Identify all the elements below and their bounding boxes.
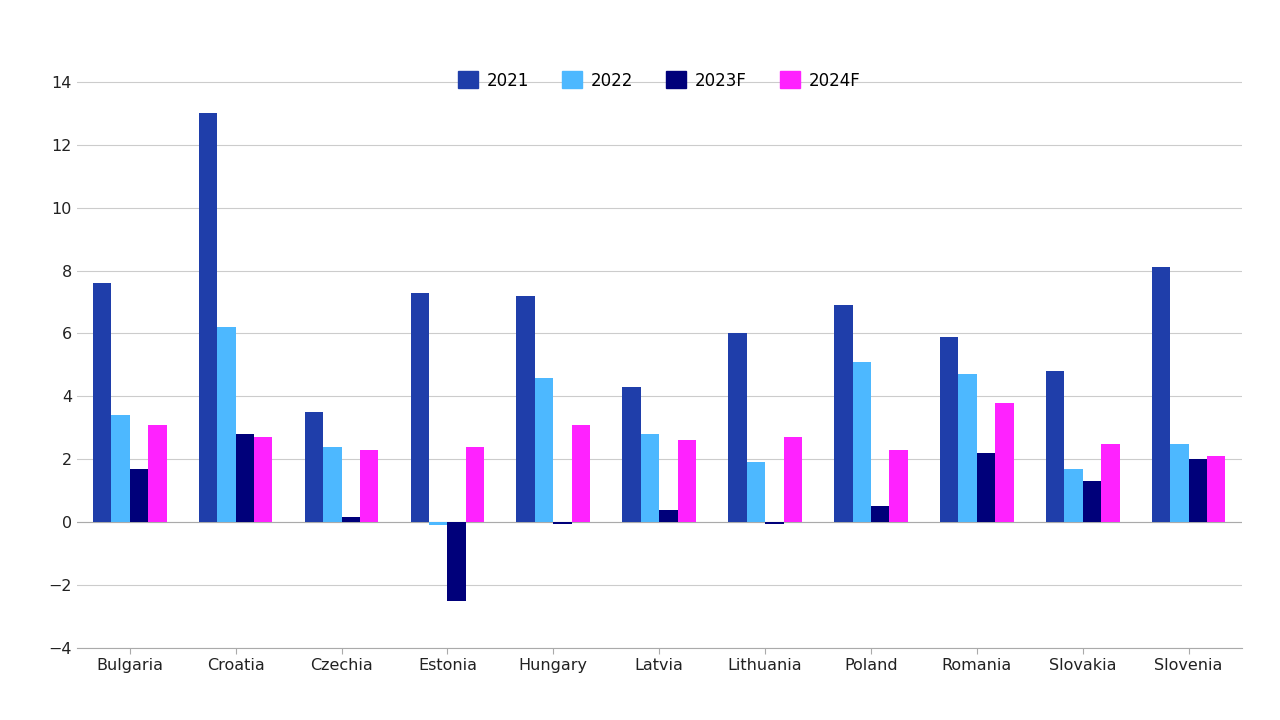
Bar	[1207, 456, 1225, 522]
Bar	[890, 450, 908, 522]
Bar	[218, 327, 236, 522]
Bar	[1065, 469, 1083, 522]
Bar	[535, 377, 553, 522]
Bar	[253, 437, 273, 522]
Bar	[959, 374, 977, 522]
Bar	[852, 361, 870, 522]
Bar	[516, 296, 535, 522]
Bar	[1046, 372, 1065, 522]
Bar	[977, 453, 996, 522]
Bar	[765, 522, 783, 523]
Bar	[783, 437, 803, 522]
Bar	[305, 412, 323, 522]
Bar	[323, 446, 342, 522]
Bar	[111, 415, 129, 522]
Legend: 2021, 2022, 2023F, 2024F: 2021, 2022, 2023F, 2024F	[452, 65, 867, 96]
Bar	[870, 506, 890, 522]
Bar	[1189, 459, 1207, 522]
Bar	[129, 469, 148, 522]
Bar	[641, 434, 659, 522]
Bar	[466, 446, 484, 522]
Bar	[940, 337, 959, 522]
Bar	[996, 402, 1014, 522]
Bar	[659, 510, 677, 522]
Bar	[1152, 267, 1170, 522]
Bar	[411, 292, 429, 522]
Bar	[835, 305, 852, 522]
Bar	[236, 434, 253, 522]
Bar	[342, 518, 360, 522]
Bar	[1083, 481, 1101, 522]
Bar	[360, 450, 379, 522]
Bar	[746, 462, 765, 522]
Bar	[448, 522, 466, 600]
Bar	[148, 425, 166, 522]
Bar	[93, 283, 111, 522]
Bar	[1170, 444, 1189, 522]
Bar	[429, 522, 448, 526]
Bar	[1101, 444, 1120, 522]
Bar	[677, 441, 696, 522]
Bar	[622, 387, 641, 522]
Bar	[728, 333, 746, 522]
Bar	[572, 425, 590, 522]
Bar	[198, 113, 218, 522]
Bar	[553, 522, 572, 523]
